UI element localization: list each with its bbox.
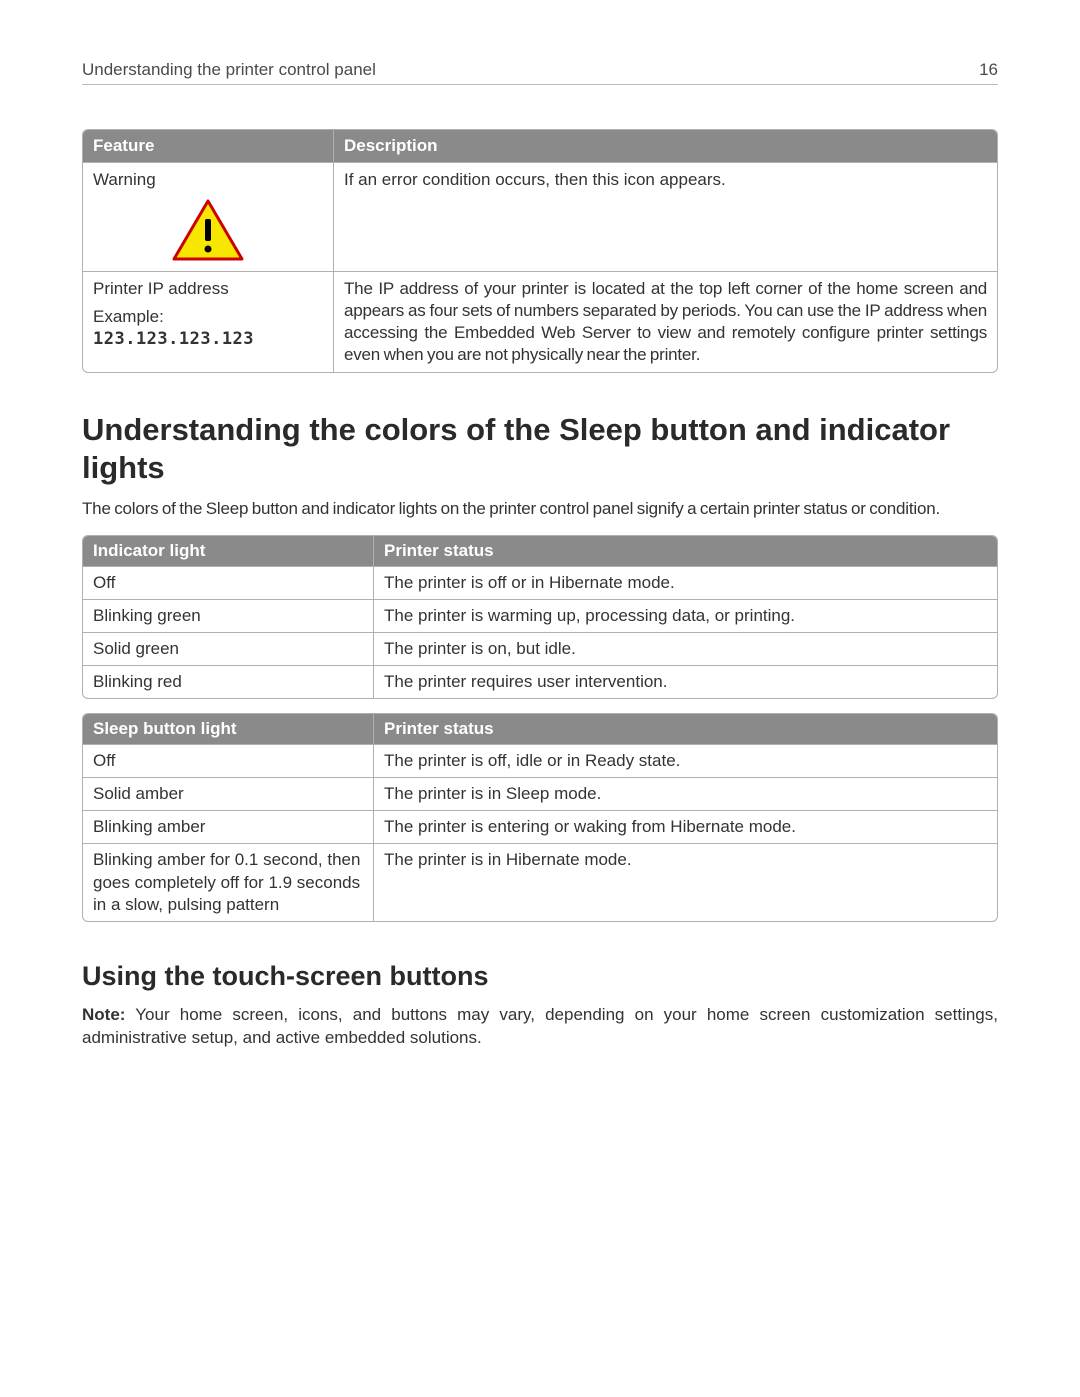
indicator-light-table: Indicator light Printer status Off The p… bbox=[82, 535, 998, 699]
status-value: The printer is in Sleep mode. bbox=[373, 777, 997, 810]
feature-description-table: Feature Description Warning If an error … bbox=[82, 129, 998, 373]
indicator-value: Off bbox=[83, 566, 373, 599]
status-value: The printer is off or in Hibernate mode. bbox=[373, 566, 997, 599]
status-value: The printer is off, idle or in Ready sta… bbox=[373, 744, 997, 777]
table-row: Blinking amber for 0.1 second, then goes… bbox=[83, 843, 997, 920]
col-header-status: Printer status bbox=[373, 536, 997, 566]
table-row: Off The printer is off, idle or in Ready… bbox=[83, 744, 997, 777]
section-heading-touchscreen: Using the touch‑screen buttons bbox=[82, 960, 998, 992]
sleep-value: Solid amber bbox=[83, 777, 373, 810]
status-value: The printer is warming up, processing da… bbox=[373, 599, 997, 632]
table-header-row: Sleep button light Printer status bbox=[83, 714, 997, 744]
table-row: Blinking amber The printer is entering o… bbox=[83, 810, 997, 843]
feature-label: Warning bbox=[93, 169, 323, 191]
note-body: Your home screen, icons, and buttons may… bbox=[82, 1005, 998, 1047]
sleep-value: Blinking amber bbox=[83, 810, 373, 843]
ip-example-prefix: Example: bbox=[93, 307, 164, 326]
table-header-row: Feature Description bbox=[83, 130, 997, 163]
sleep-value: Blinking amber for 0.1 second, then goes… bbox=[83, 843, 373, 920]
feature-label: Printer IP address bbox=[93, 278, 323, 300]
feature-cell-warning: Warning bbox=[83, 163, 333, 271]
feature-cell-ip: Printer IP address Example: 123.123.123.… bbox=[83, 271, 333, 372]
col-header-sleep: Sleep button light bbox=[83, 714, 373, 744]
table-header-row: Indicator light Printer status bbox=[83, 536, 997, 566]
description-cell: If an error condition occurs, then this … bbox=[333, 163, 997, 271]
ip-example: Example: 123.123.123.123 bbox=[93, 306, 323, 350]
ip-example-value: 123.123.123.123 bbox=[93, 329, 254, 349]
page-number: 16 bbox=[979, 60, 998, 80]
indicator-value: Blinking green bbox=[83, 599, 373, 632]
table-row: Solid green The printer is on, but idle. bbox=[83, 632, 997, 665]
section-heading-sleep-colors: Understanding the colors of the Sleep bu… bbox=[82, 411, 998, 485]
status-value: The printer requires user intervention. bbox=[373, 665, 997, 698]
table-row: Off The printer is off or in Hibernate m… bbox=[83, 566, 997, 599]
status-value: The printer is entering or waking from H… bbox=[373, 810, 997, 843]
sleep-button-light-table: Sleep button light Printer status Off Th… bbox=[82, 713, 998, 922]
description-cell: The IP address of your printer is locate… bbox=[333, 271, 997, 372]
table-row: Blinking green The printer is warming up… bbox=[83, 599, 997, 632]
note-paragraph: Note: Your home screen, icons, and butto… bbox=[82, 1004, 998, 1050]
running-header-title: Understanding the printer control panel bbox=[82, 60, 376, 80]
section-intro: The colors of the Sleep button and indic… bbox=[82, 498, 998, 521]
table-row: Warning If an error condition occurs, th… bbox=[83, 163, 997, 271]
col-header-feature: Feature bbox=[83, 130, 333, 163]
indicator-value: Blinking red bbox=[83, 665, 373, 698]
note-label: Note: bbox=[82, 1005, 125, 1024]
table-row: Solid amber The printer is in Sleep mode… bbox=[83, 777, 997, 810]
sleep-value: Off bbox=[83, 744, 373, 777]
table-row: Printer IP address Example: 123.123.123.… bbox=[83, 271, 997, 372]
running-header: Understanding the printer control panel … bbox=[82, 60, 998, 85]
table-row: Blinking red The printer requires user i… bbox=[83, 665, 997, 698]
col-header-status: Printer status bbox=[373, 714, 997, 744]
col-header-description: Description bbox=[333, 130, 997, 163]
col-header-indicator: Indicator light bbox=[83, 536, 373, 566]
page: Understanding the printer control panel … bbox=[0, 0, 1080, 1124]
warning-triangle-icon bbox=[170, 197, 246, 263]
indicator-value: Solid green bbox=[83, 632, 373, 665]
status-value: The printer is in Hibernate mode. bbox=[373, 843, 997, 920]
status-value: The printer is on, but idle. bbox=[373, 632, 997, 665]
